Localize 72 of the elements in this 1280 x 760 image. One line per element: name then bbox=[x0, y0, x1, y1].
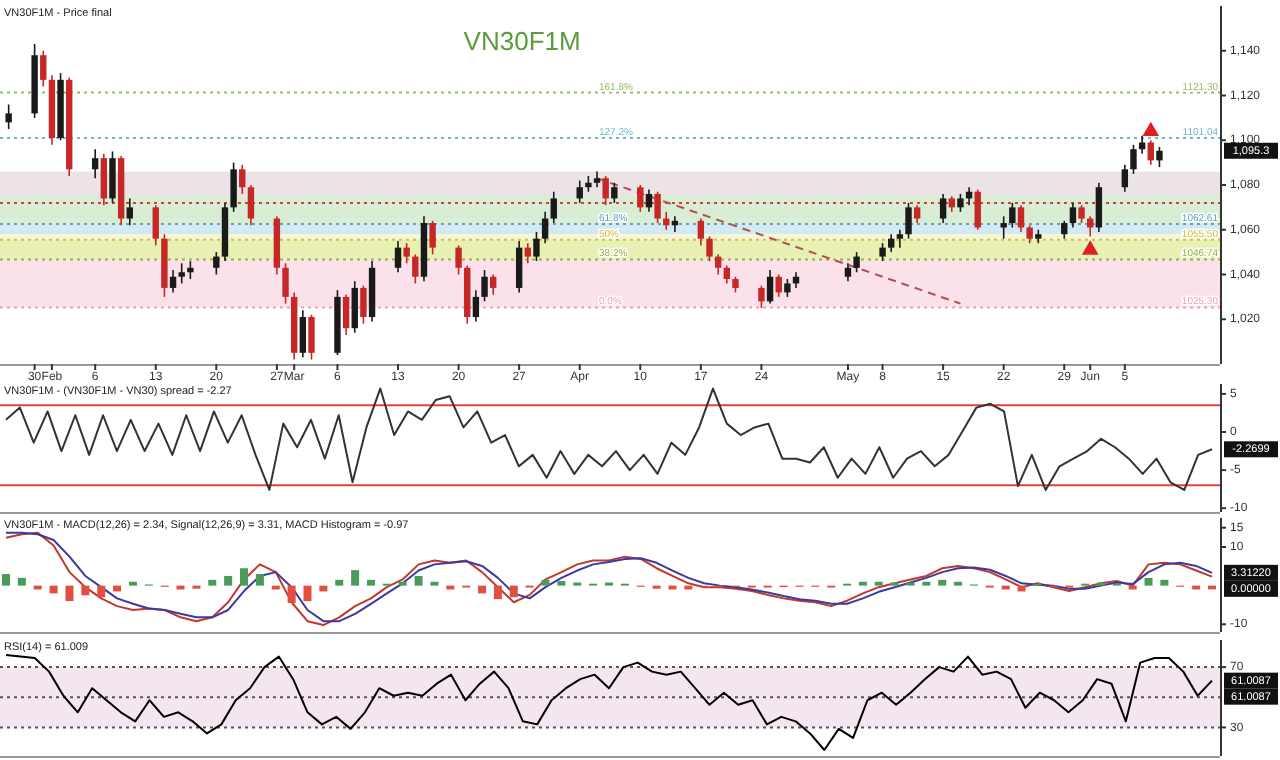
candlestick bbox=[697, 217, 705, 247]
bar bbox=[557, 580, 566, 586]
candlestick bbox=[637, 184, 644, 213]
bar bbox=[208, 579, 217, 586]
candlestick bbox=[905, 202, 912, 240]
bar bbox=[17, 577, 26, 586]
candlestick bbox=[775, 273, 782, 298]
candlestick bbox=[939, 193, 947, 224]
candlestick bbox=[1147, 139, 1154, 166]
candlestick bbox=[706, 235, 713, 262]
candlestick bbox=[896, 228, 904, 249]
candlestick bbox=[1017, 204, 1025, 233]
bar bbox=[414, 575, 423, 586]
candlestick bbox=[1095, 181, 1103, 233]
candlestick bbox=[412, 253, 419, 285]
candlestick bbox=[1069, 202, 1077, 229]
candlestick bbox=[766, 269, 774, 305]
bar bbox=[65, 585, 74, 602]
bar bbox=[541, 579, 550, 586]
candlestick bbox=[1156, 146, 1163, 168]
text: VN30F1M bbox=[463, 26, 581, 56]
bar bbox=[240, 568, 249, 586]
bar bbox=[97, 585, 106, 598]
candlestick bbox=[524, 242, 531, 265]
candlestick bbox=[308, 313, 315, 361]
bar bbox=[287, 585, 296, 604]
candlestick bbox=[403, 242, 410, 265]
bar bbox=[1144, 577, 1153, 586]
bar bbox=[351, 570, 360, 586]
bar bbox=[81, 585, 90, 596]
candlestick bbox=[489, 273, 497, 296]
bar bbox=[303, 585, 312, 602]
candlestick bbox=[533, 231, 540, 262]
candlestick bbox=[351, 280, 358, 334]
bar bbox=[224, 575, 233, 586]
candlestick bbox=[515, 240, 523, 294]
candlestick bbox=[394, 240, 402, 274]
candlestick bbox=[1130, 143, 1137, 175]
candlestick bbox=[1009, 202, 1016, 229]
bar bbox=[509, 585, 518, 598]
candlestick bbox=[481, 269, 488, 303]
candlestick bbox=[1087, 215, 1094, 238]
candlestick bbox=[714, 253, 722, 276]
bar bbox=[478, 585, 487, 594]
candlestick bbox=[455, 244, 462, 276]
candlestick bbox=[1000, 215, 1007, 240]
candlestick bbox=[758, 284, 765, 309]
candlestick bbox=[602, 175, 609, 206]
candlestick bbox=[472, 289, 480, 323]
bar bbox=[493, 585, 502, 600]
bar bbox=[366, 579, 375, 586]
candlestick bbox=[299, 309, 307, 359]
candlestick bbox=[974, 188, 981, 231]
bar bbox=[49, 585, 58, 594]
bar bbox=[2, 574, 10, 586]
candlestick bbox=[541, 211, 549, 244]
bar bbox=[255, 574, 264, 586]
candlestick bbox=[611, 181, 618, 204]
line-series bbox=[5, 387, 1213, 491]
candlestick bbox=[360, 284, 367, 325]
candlestick bbox=[342, 293, 350, 336]
candlestick bbox=[576, 179, 583, 204]
bar bbox=[335, 579, 344, 586]
candlestick bbox=[550, 190, 557, 224]
candlestick bbox=[645, 188, 653, 213]
candlestick bbox=[429, 220, 436, 256]
line-series bbox=[5, 654, 1213, 751]
bar bbox=[938, 579, 947, 586]
candlestick bbox=[654, 190, 661, 224]
candlestick bbox=[1121, 164, 1129, 193]
candlestick bbox=[853, 251, 860, 274]
bar bbox=[1160, 579, 1169, 586]
